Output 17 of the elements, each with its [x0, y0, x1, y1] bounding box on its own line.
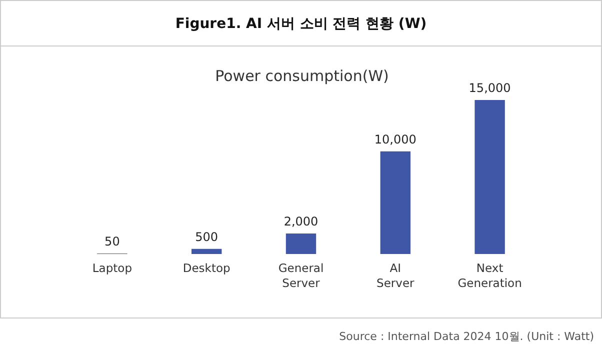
data-label: 50: [104, 234, 120, 248]
bar: [474, 100, 505, 254]
x-tick-label: Laptop: [92, 261, 132, 275]
data-label: 500: [195, 230, 218, 244]
data-label: 10,000: [374, 132, 416, 146]
data-label: 15,000: [468, 81, 511, 95]
x-tick-label: Desktop: [182, 261, 230, 275]
x-tick-label: Next Generation: [458, 261, 522, 290]
chart-title: Figure1. AI 서버 소비 전력 현황 (W): [175, 16, 427, 32]
data-label: 2,000: [284, 214, 318, 228]
bar: [286, 233, 316, 254]
source-note: Source : Internal Data 2024 10월. (Unit : Watt): [339, 330, 594, 343]
x-tick-label: General Server: [278, 261, 324, 290]
x-tick-label: AI Server: [376, 261, 415, 290]
bar: [380, 151, 411, 254]
bar: [191, 248, 222, 254]
chart-subtitle: Power consumption(W): [215, 67, 389, 85]
